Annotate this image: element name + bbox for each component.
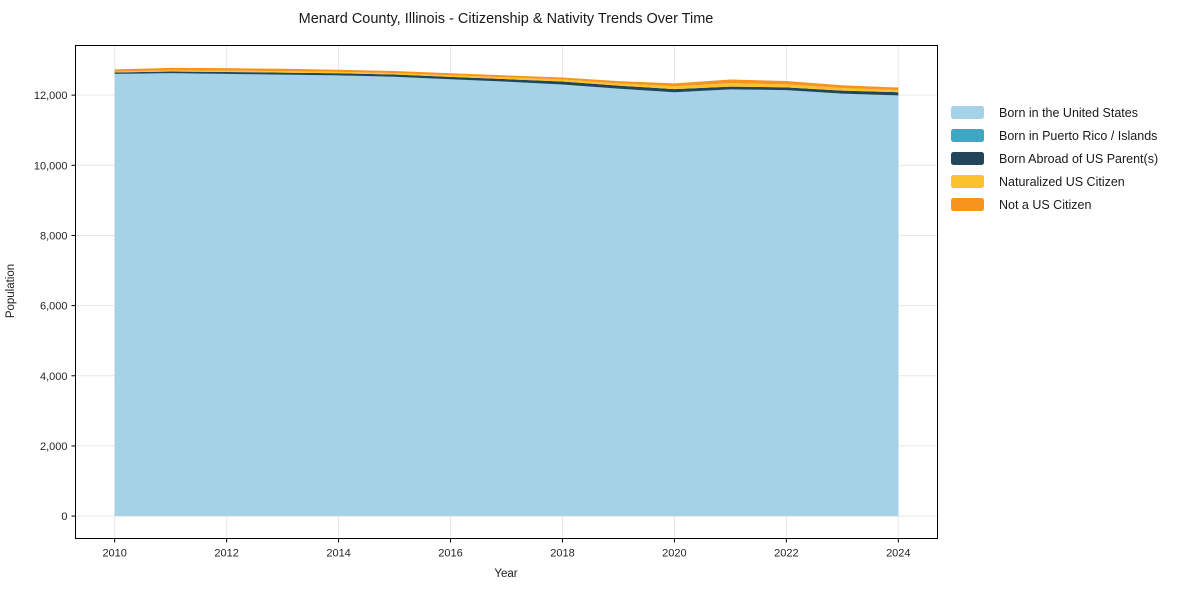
legend-item-3: Naturalized US Citizen xyxy=(951,170,1158,193)
legend-swatch-icon xyxy=(951,129,984,142)
legend-label: Born Abroad of US Parent(s) xyxy=(999,151,1159,166)
x-tick-label: 2012 xyxy=(214,548,238,560)
legend-swatch-icon xyxy=(951,152,984,165)
x-tick-label: 2016 xyxy=(438,548,462,560)
y-tick-label: 8,000 xyxy=(40,230,68,242)
x-tick-label: 2010 xyxy=(102,548,126,560)
legend-label: Born in the United States xyxy=(999,105,1138,120)
x-tick-label: 2022 xyxy=(774,548,798,560)
y-tick-label: 6,000 xyxy=(40,301,68,313)
x-axis-label: Year xyxy=(494,568,517,580)
x-tick-label: 2024 xyxy=(886,548,910,560)
y-tick-label: 10,000 xyxy=(34,160,68,172)
y-tick-label: 12,000 xyxy=(34,90,68,102)
legend-swatch-icon xyxy=(951,175,984,188)
legend-label: Naturalized US Citizen xyxy=(999,174,1125,189)
legend-item-0: Born in the United States xyxy=(951,101,1158,124)
x-tick-label: 2014 xyxy=(326,548,350,560)
y-tick-label: 4,000 xyxy=(40,371,68,383)
legend-swatch-icon xyxy=(951,106,984,119)
area-series-3 xyxy=(114,70,899,93)
y-tick-label: 2,000 xyxy=(40,441,68,453)
legend-item-4: Not a US Citizen xyxy=(951,193,1158,216)
x-tick-label: 2020 xyxy=(662,548,686,560)
legend: Born in the United States Born in Puerto … xyxy=(951,101,1158,216)
chart-title: Menard County, Illinois - Citizenship & … xyxy=(299,11,714,27)
x-tick-label: 2018 xyxy=(550,548,574,560)
legend-label: Born in Puerto Rico / Islands xyxy=(999,128,1158,143)
y-tick-label: 0 xyxy=(61,511,67,523)
legend-label: Not a US Citizen xyxy=(999,197,1092,212)
legend-item-2: Born Abroad of US Parent(s) xyxy=(951,147,1158,170)
area-series-2 xyxy=(114,71,899,96)
plot-border xyxy=(75,45,938,539)
area-series-4 xyxy=(114,67,899,91)
legend-swatch-icon xyxy=(951,198,984,211)
legend-item-1: Born in Puerto Rico / Islands xyxy=(951,124,1158,147)
y-axis-label: Population xyxy=(5,264,17,318)
area-series-0 xyxy=(114,73,899,517)
